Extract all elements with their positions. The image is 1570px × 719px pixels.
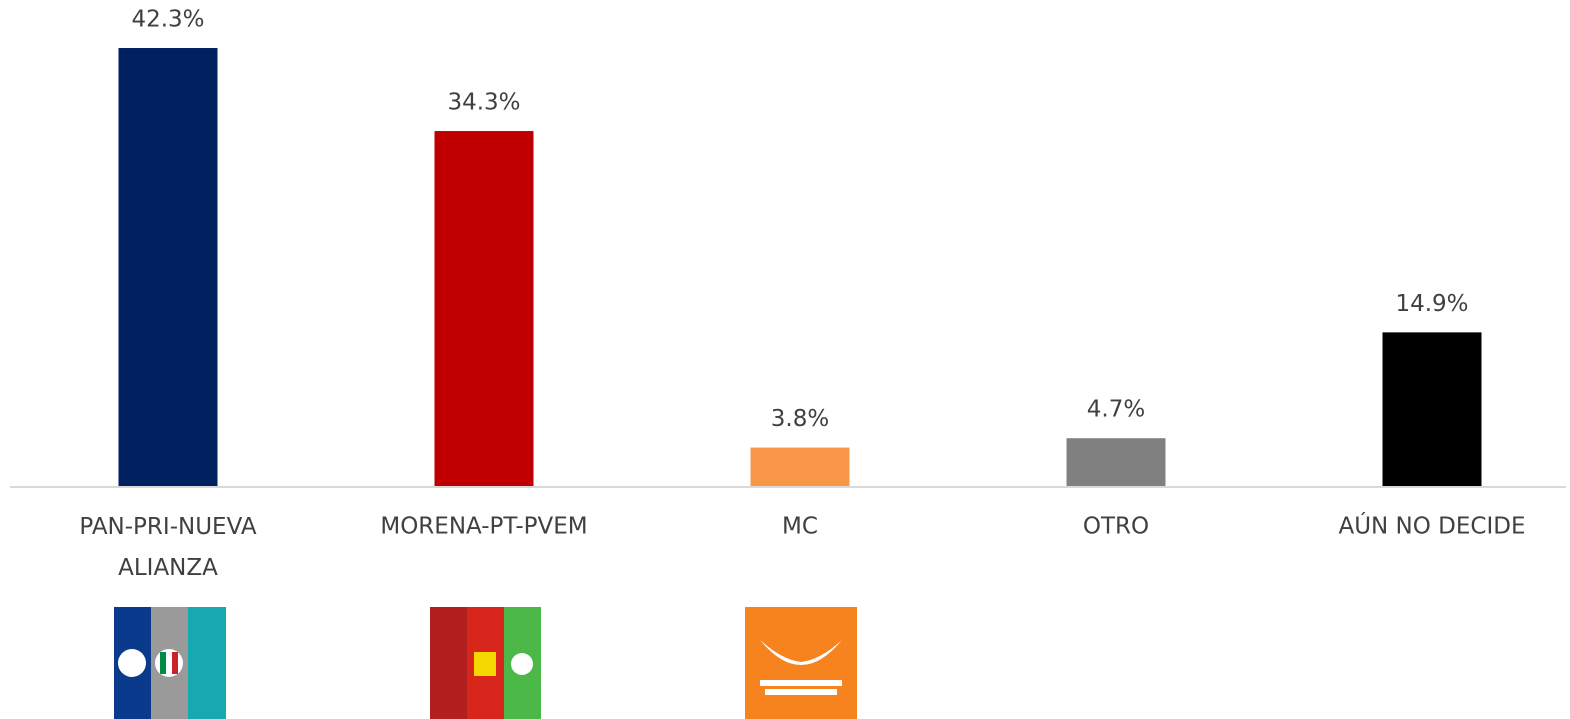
data-label: 42.3% [131, 7, 204, 33]
data-label: 14.9% [1395, 291, 1468, 317]
bar [118, 48, 218, 488]
data-label: 3.8% [771, 406, 829, 432]
x-tick-label: MC [782, 514, 818, 540]
x-tick-label: MORENA-PT-PVEM [380, 514, 587, 540]
logo-mc [745, 607, 857, 719]
bar [750, 447, 850, 487]
bar [1382, 332, 1482, 487]
x-tick-label: AÚN NO DECIDE [1338, 512, 1525, 540]
logo-morena-pt-verde [430, 607, 541, 719]
logo-pan-pri-alianza [114, 607, 226, 719]
data-label: 34.3% [447, 90, 520, 116]
x-tick-label: OTRO [1083, 514, 1149, 540]
bar [1066, 438, 1166, 487]
data-label: 4.7% [1087, 397, 1145, 423]
bar [434, 131, 534, 487]
x-tick-label: PAN-PRI-NUEVA ALIANZA [79, 514, 256, 581]
